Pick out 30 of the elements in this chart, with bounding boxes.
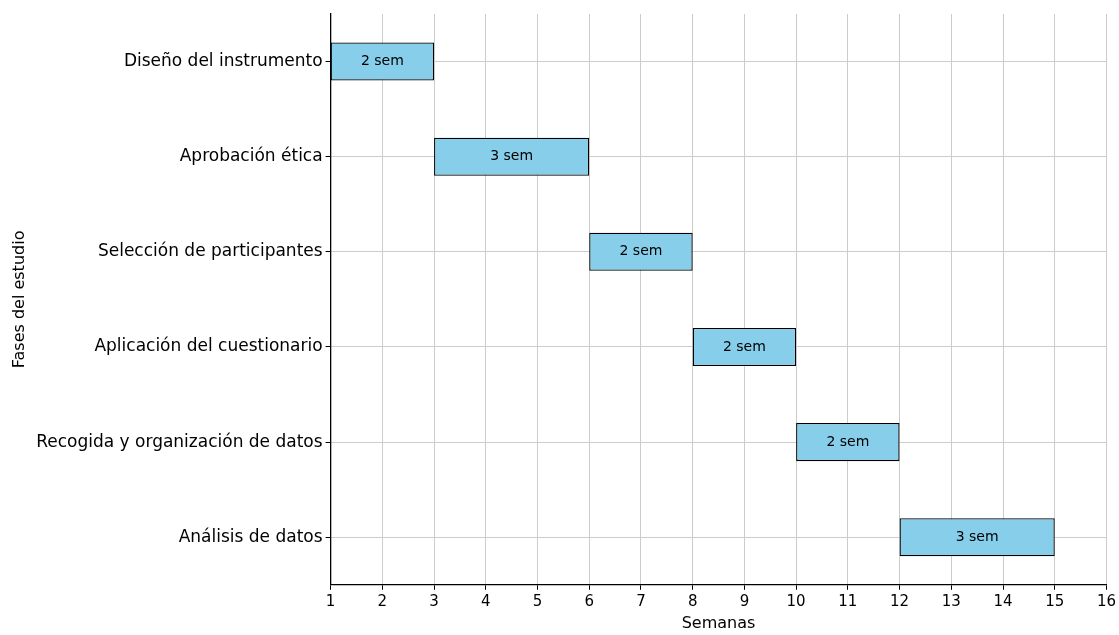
y-tick-label: Recogida y organización de datos xyxy=(36,430,323,451)
x-tick-label: 16 xyxy=(1096,591,1116,610)
x-tick-label: 7 xyxy=(636,591,646,610)
x-tick-label: 14 xyxy=(993,591,1013,610)
x-tick-label: 5 xyxy=(532,591,543,610)
data-label: 3 sem xyxy=(955,527,999,544)
x-tick-label: 15 xyxy=(1045,591,1065,610)
data-label: 2 sem xyxy=(826,432,870,449)
x-tick-label: 6 xyxy=(584,591,594,610)
x-tick-label: 3 xyxy=(429,591,439,610)
y-tick-label: Análisis de datos xyxy=(178,525,323,546)
x-tick-label: 10 xyxy=(786,591,806,610)
data-label: 3 sem xyxy=(490,147,534,164)
x-tick-label: 1 xyxy=(325,591,336,610)
data-label: 2 sem xyxy=(360,52,404,69)
y-tick-label: Diseño del instrumento xyxy=(123,49,323,70)
y-tick-label: Selección de participantes xyxy=(97,240,323,261)
x-tick-label: 13 xyxy=(941,591,961,610)
x-tick-label: 11 xyxy=(838,591,858,610)
x-axis-title: Semanas xyxy=(681,612,756,632)
y-tick-label: Aplicación del cuestionario xyxy=(94,335,323,356)
x-tick-label: 12 xyxy=(890,591,910,610)
x-tick-label: 4 xyxy=(481,591,491,610)
y-tick-label: Aprobación ética xyxy=(179,145,323,166)
x-tick-label: 9 xyxy=(739,591,750,610)
data-label: 2 sem xyxy=(619,242,663,259)
x-tick-label: 8 xyxy=(687,591,698,610)
data-label: 2 sem xyxy=(722,337,766,354)
x-tick-label: 2 xyxy=(377,591,388,610)
y-axis-title: Fases del estudio xyxy=(8,230,28,369)
